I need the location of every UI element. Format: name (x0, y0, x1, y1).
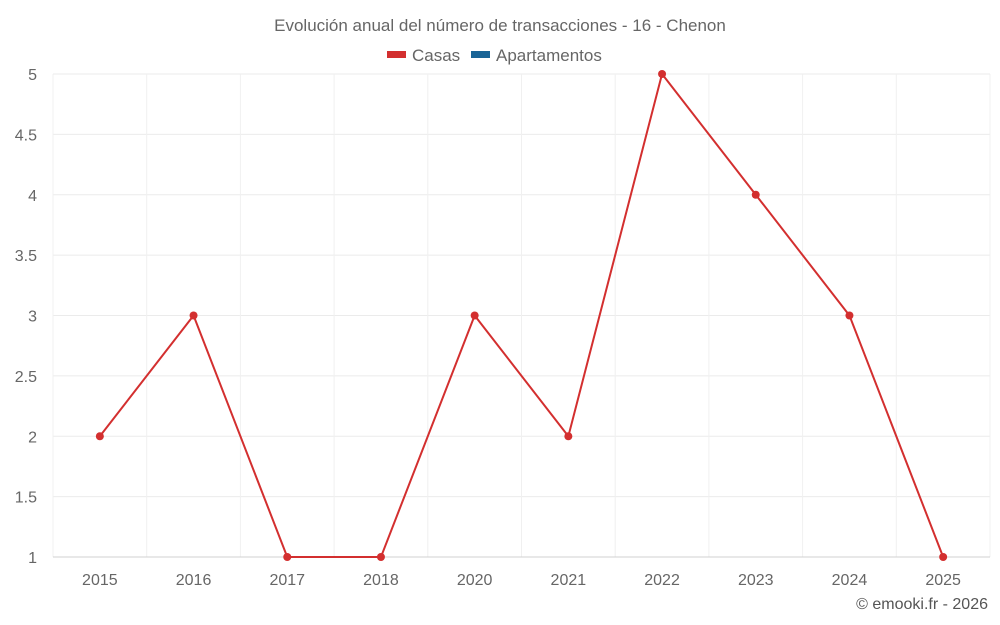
legend-label-apartamentos: Apartamentos (496, 46, 602, 65)
x-tick-label: 2018 (363, 572, 399, 589)
legend: Casas Apartamentos (387, 46, 602, 65)
y-tick-label: 4 (28, 188, 37, 205)
data-point[interactable] (939, 553, 948, 561)
y-tick-label: 4.5 (15, 127, 37, 144)
data-point[interactable] (283, 553, 292, 561)
data-point[interactable] (751, 190, 760, 199)
x-tick-label: 2024 (832, 572, 868, 589)
y-tick-label: 3 (28, 309, 37, 326)
x-tick-label: 2017 (269, 572, 305, 589)
y-tick-label: 1 (28, 550, 37, 567)
credit-text: © emooki.fr - 2026 (856, 596, 988, 613)
series-line-casas (99, 73, 945, 558)
data-point[interactable] (189, 311, 198, 320)
y-tick-label: 5 (28, 67, 37, 84)
legend-swatch-casas (387, 51, 406, 58)
data-point[interactable] (845, 311, 854, 320)
x-tick-label: 2023 (738, 572, 774, 589)
legend-label-casas: Casas (412, 46, 460, 65)
y-tick-label: 3.5 (15, 248, 37, 265)
data-point[interactable] (658, 70, 667, 78)
legend-item-apartamentos[interactable]: Apartamentos (471, 46, 602, 65)
data-point[interactable] (376, 553, 385, 561)
x-axis: 2015 2016 2017 2018 2020 2021 2022 2023 2024 2025 (53, 556, 990, 589)
chart-title: Evolución anual del número de transaccio… (274, 16, 726, 35)
x-tick-label: 2015 (82, 572, 118, 589)
x-tick-label: 2020 (457, 572, 493, 589)
legend-item-casas[interactable]: Casas (387, 46, 460, 65)
x-tick-label: 2021 (551, 572, 587, 589)
legend-swatch-apartamentos (471, 51, 490, 58)
data-point[interactable] (95, 432, 104, 441)
y-tick-label: 1.5 (15, 490, 37, 507)
x-tick-label: 2025 (925, 572, 961, 589)
y-tick-label: 2.5 (15, 369, 37, 386)
y-tick-label: 2 (28, 429, 37, 446)
data-point[interactable] (564, 432, 573, 441)
grid-lines (52, 73, 991, 558)
x-tick-label: 2022 (644, 572, 680, 589)
data-point[interactable] (470, 311, 479, 320)
y-axis: 1 1.5 2 2.5 3 3.5 4 4.5 5 (15, 67, 37, 567)
x-tick-label: 2016 (176, 572, 212, 589)
series-layer (95, 70, 948, 561)
